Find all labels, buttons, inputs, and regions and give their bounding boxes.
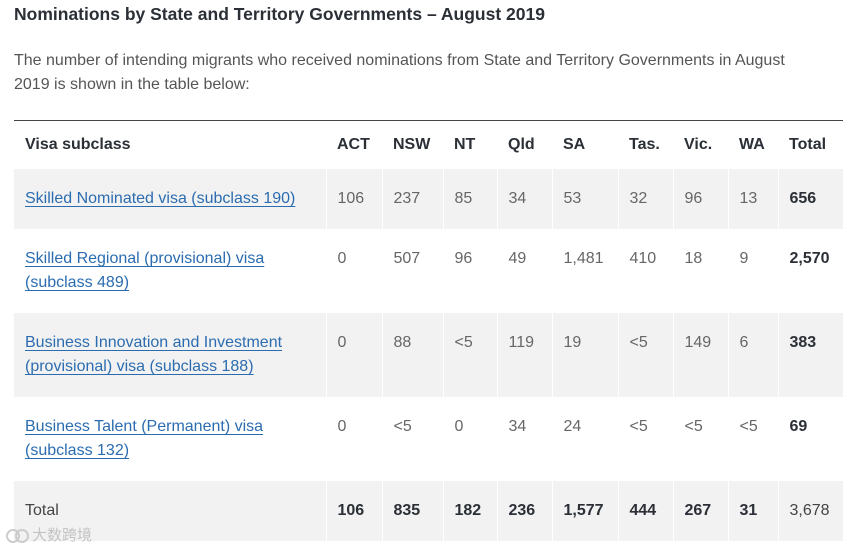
- total-sa: 1,577: [551, 481, 618, 541]
- cell-act: 0: [325, 313, 382, 397]
- watermark: 大数跨境: [6, 524, 92, 545]
- cell-wa: 9: [727, 229, 778, 313]
- col-header-nsw: NSW: [393, 136, 431, 153]
- cell-total: 69: [777, 397, 843, 481]
- cell-vic: 96: [672, 169, 728, 229]
- visa-link-subclass-188[interactable]: Business Innovation and Investment (prov…: [25, 334, 283, 375]
- cell-tas: 32: [617, 169, 673, 229]
- col-header-sa: SA: [563, 136, 586, 153]
- cell-sa: 19: [551, 313, 618, 397]
- cell-nt: 85: [442, 169, 497, 229]
- visa-link-subclass-190[interactable]: Skilled Nominated visa (subclass 190): [25, 190, 296, 207]
- cell-act: 106: [325, 169, 382, 229]
- cell-act: 0: [325, 397, 382, 481]
- table-row: Skilled Regional (provisional) visa (sub…: [14, 229, 843, 313]
- cell-vic: <5: [672, 397, 728, 481]
- col-header-total: Total: [789, 136, 827, 153]
- visa-link-subclass-489[interactable]: Skilled Regional (provisional) visa (sub…: [25, 250, 265, 291]
- col-header-nt: NT: [454, 136, 476, 153]
- total-wa: 31: [727, 481, 778, 541]
- nominations-table: Visa subclass ACT NSW NT Qld SA Tas. Vic…: [14, 121, 843, 541]
- cell-vic: 149: [672, 313, 728, 397]
- col-header-tas: Tas.: [629, 136, 660, 153]
- total-qld: 236: [496, 481, 552, 541]
- total-row: Total 106 835 182 236 1,577 444 267 31 3…: [14, 481, 843, 541]
- visa-cell: Skilled Regional (provisional) visa (sub…: [14, 229, 326, 313]
- watermark-logo-icon: [6, 527, 32, 545]
- cell-nsw: 237: [381, 169, 443, 229]
- cell-total: 383: [777, 313, 843, 397]
- cell-nsw: <5: [381, 397, 443, 481]
- intro-text: The number of intending migrants who rec…: [14, 52, 785, 93]
- cell-nsw: 88: [381, 313, 443, 397]
- col-header-wa: WA: [739, 136, 765, 153]
- cell-wa: 6: [727, 313, 778, 397]
- cell-act: 0: [325, 229, 382, 313]
- cell-tas: <5: [617, 397, 673, 481]
- cell-nt: 96: [442, 229, 497, 313]
- cell-vic: 18: [672, 229, 728, 313]
- table-row: Business Innovation and Investment (prov…: [14, 313, 843, 397]
- total-label: Total: [14, 481, 326, 541]
- cell-qld: 34: [496, 169, 552, 229]
- cell-nt: <5: [442, 313, 497, 397]
- table-top-rule: [14, 120, 843, 121]
- cell-qld: 49: [496, 229, 552, 313]
- cell-tas: <5: [617, 313, 673, 397]
- cell-total: 656: [777, 169, 843, 229]
- cell-tas: 410: [617, 229, 673, 313]
- col-header-qld: Qld: [508, 136, 535, 153]
- visa-cell: Business Talent (Permanent) visa (subcla…: [14, 397, 326, 481]
- cell-qld: 34: [496, 397, 552, 481]
- cell-qld: 119: [496, 313, 552, 397]
- total-nsw: 835: [381, 481, 443, 541]
- header-row: Visa subclass ACT NSW NT Qld SA Tas. Vic…: [14, 121, 843, 169]
- cell-sa: 24: [551, 397, 618, 481]
- cell-nt: 0: [442, 397, 497, 481]
- cell-wa: <5: [727, 397, 778, 481]
- visa-cell: Business Innovation and Investment (prov…: [14, 313, 326, 397]
- grand-total: 3,678: [777, 481, 843, 541]
- cell-nsw: 507: [381, 229, 443, 313]
- col-header-act: ACT: [337, 136, 370, 153]
- total-vic: 267: [672, 481, 728, 541]
- page-title: Nominations by State and Territory Gover…: [14, 4, 545, 24]
- total-act: 106: [325, 481, 382, 541]
- cell-wa: 13: [727, 169, 778, 229]
- table-row: Business Talent (Permanent) visa (subcla…: [14, 397, 843, 481]
- visa-link-subclass-132[interactable]: Business Talent (Permanent) visa (subcla…: [25, 418, 264, 459]
- cell-sa: 1,481: [551, 229, 618, 313]
- total-tas: 444: [617, 481, 673, 541]
- table-row: Skilled Nominated visa (subclass 190) 10…: [14, 169, 843, 229]
- visa-cell: Skilled Nominated visa (subclass 190): [14, 169, 326, 229]
- watermark-text: 大数跨境: [32, 527, 93, 544]
- cell-total: 2,570: [777, 229, 843, 313]
- cell-sa: 53: [551, 169, 618, 229]
- col-header-vic: Vic.: [684, 136, 713, 153]
- total-nt: 182: [442, 481, 497, 541]
- col-header-visa: Visa subclass: [25, 136, 131, 153]
